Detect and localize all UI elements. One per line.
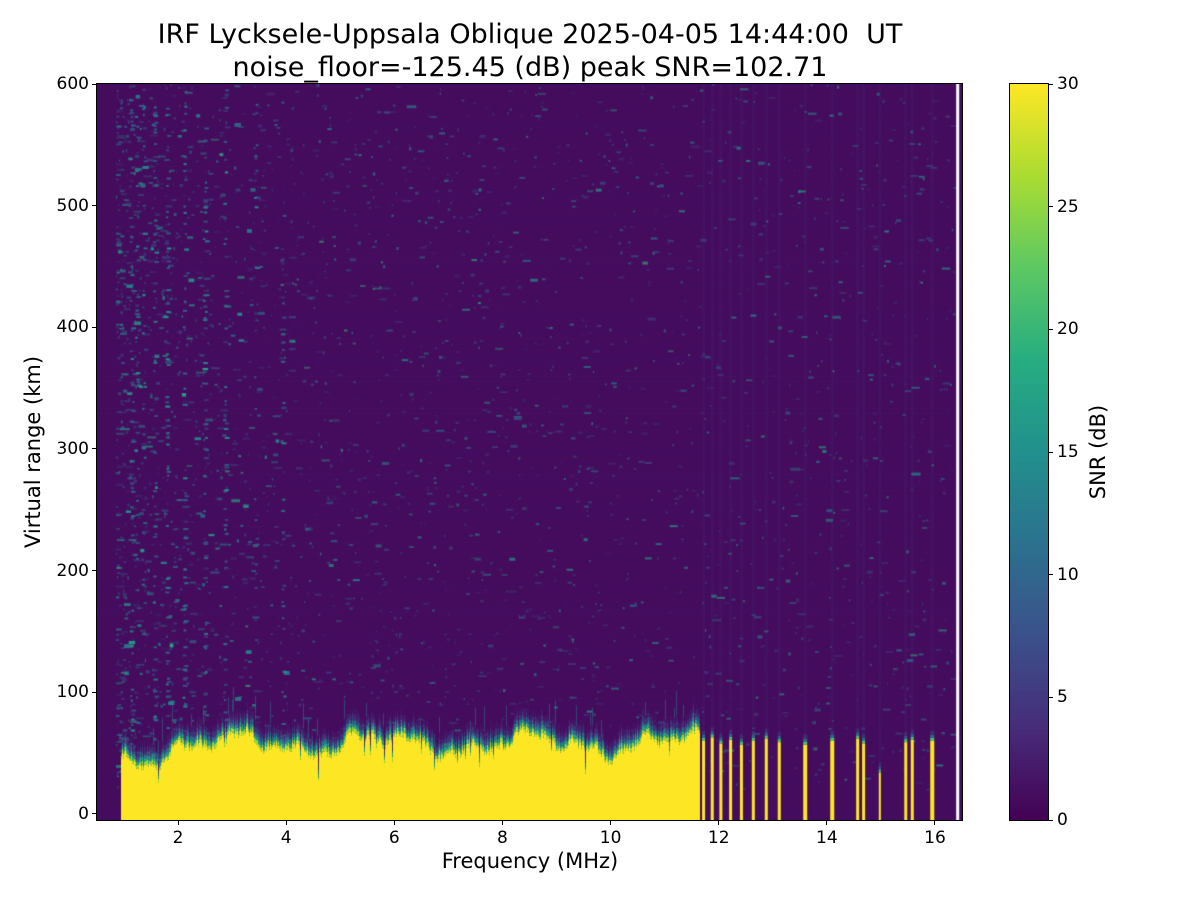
colorbar-tick-mark [1049, 819, 1053, 821]
y-tick-label: 0 [78, 803, 89, 824]
plot-area [96, 83, 963, 821]
colorbar-tick-label: 30 [1057, 74, 1079, 94]
x-tick-mark [610, 821, 612, 825]
y-tick-label: 500 [56, 195, 89, 216]
x-tick-mark [285, 821, 287, 825]
colorbar-canvas [1010, 84, 1048, 820]
y-tick-mark [92, 205, 96, 207]
colorbar-tick-mark [1049, 696, 1053, 698]
colorbar [1009, 83, 1049, 821]
x-tick-label: 16 [924, 828, 946, 848]
y-tick-label: 600 [56, 74, 89, 94]
colorbar-tick-label: 5 [1057, 687, 1068, 708]
x-tick-label: 4 [280, 828, 292, 848]
y-tick-label: 100 [56, 682, 89, 703]
y-tick-label: 300 [56, 438, 89, 459]
colorbar-label: SNR (dB) [1086, 404, 1110, 500]
x-tick-label: 8 [497, 828, 508, 848]
x-tick-mark [826, 821, 828, 825]
colorbar-tick-label: 25 [1057, 196, 1079, 217]
y-tick-mark [92, 691, 96, 693]
x-tick-mark [177, 821, 179, 825]
colorbar-tick-label: 0 [1057, 810, 1068, 830]
y-tick-label: 200 [56, 560, 89, 581]
y-tick-mark [92, 83, 96, 85]
colorbar-tick-mark [1049, 83, 1053, 85]
x-tick-mark [718, 821, 720, 825]
x-tick-label: 14 [816, 828, 838, 848]
colorbar-tick-label: 15 [1057, 442, 1079, 462]
chart-subtitle: noise_floor=-125.45 (dB) peak SNR=102.71 [232, 52, 828, 83]
colorbar-tick-label: 20 [1057, 319, 1079, 340]
x-tick-mark [393, 821, 395, 825]
x-tick-label: 6 [388, 828, 400, 848]
colorbar-tick-mark [1049, 328, 1053, 330]
y-tick-mark [92, 570, 96, 572]
x-tick-mark [501, 821, 503, 825]
heatmap-canvas [97, 84, 962, 820]
x-tick-label: 2 [172, 828, 184, 848]
x-tick-label: 12 [707, 828, 730, 848]
colorbar-tick-mark [1049, 574, 1053, 576]
x-axis-label: Frequency (MHz) [441, 849, 619, 873]
colorbar-tick-label: 10 [1057, 564, 1079, 585]
colorbar-tick-mark [1049, 451, 1053, 453]
colorbar-tick-mark [1049, 206, 1053, 208]
chart-title: IRF Lycksele-Uppsala Oblique 2025-04-05 … [157, 19, 903, 50]
x-tick-mark [934, 821, 936, 825]
y-tick-label: 400 [56, 317, 89, 338]
y-tick-mark [92, 326, 96, 328]
x-tick-label: 10 [599, 828, 622, 848]
y-tick-mark [92, 448, 96, 450]
y-tick-mark [92, 813, 96, 815]
